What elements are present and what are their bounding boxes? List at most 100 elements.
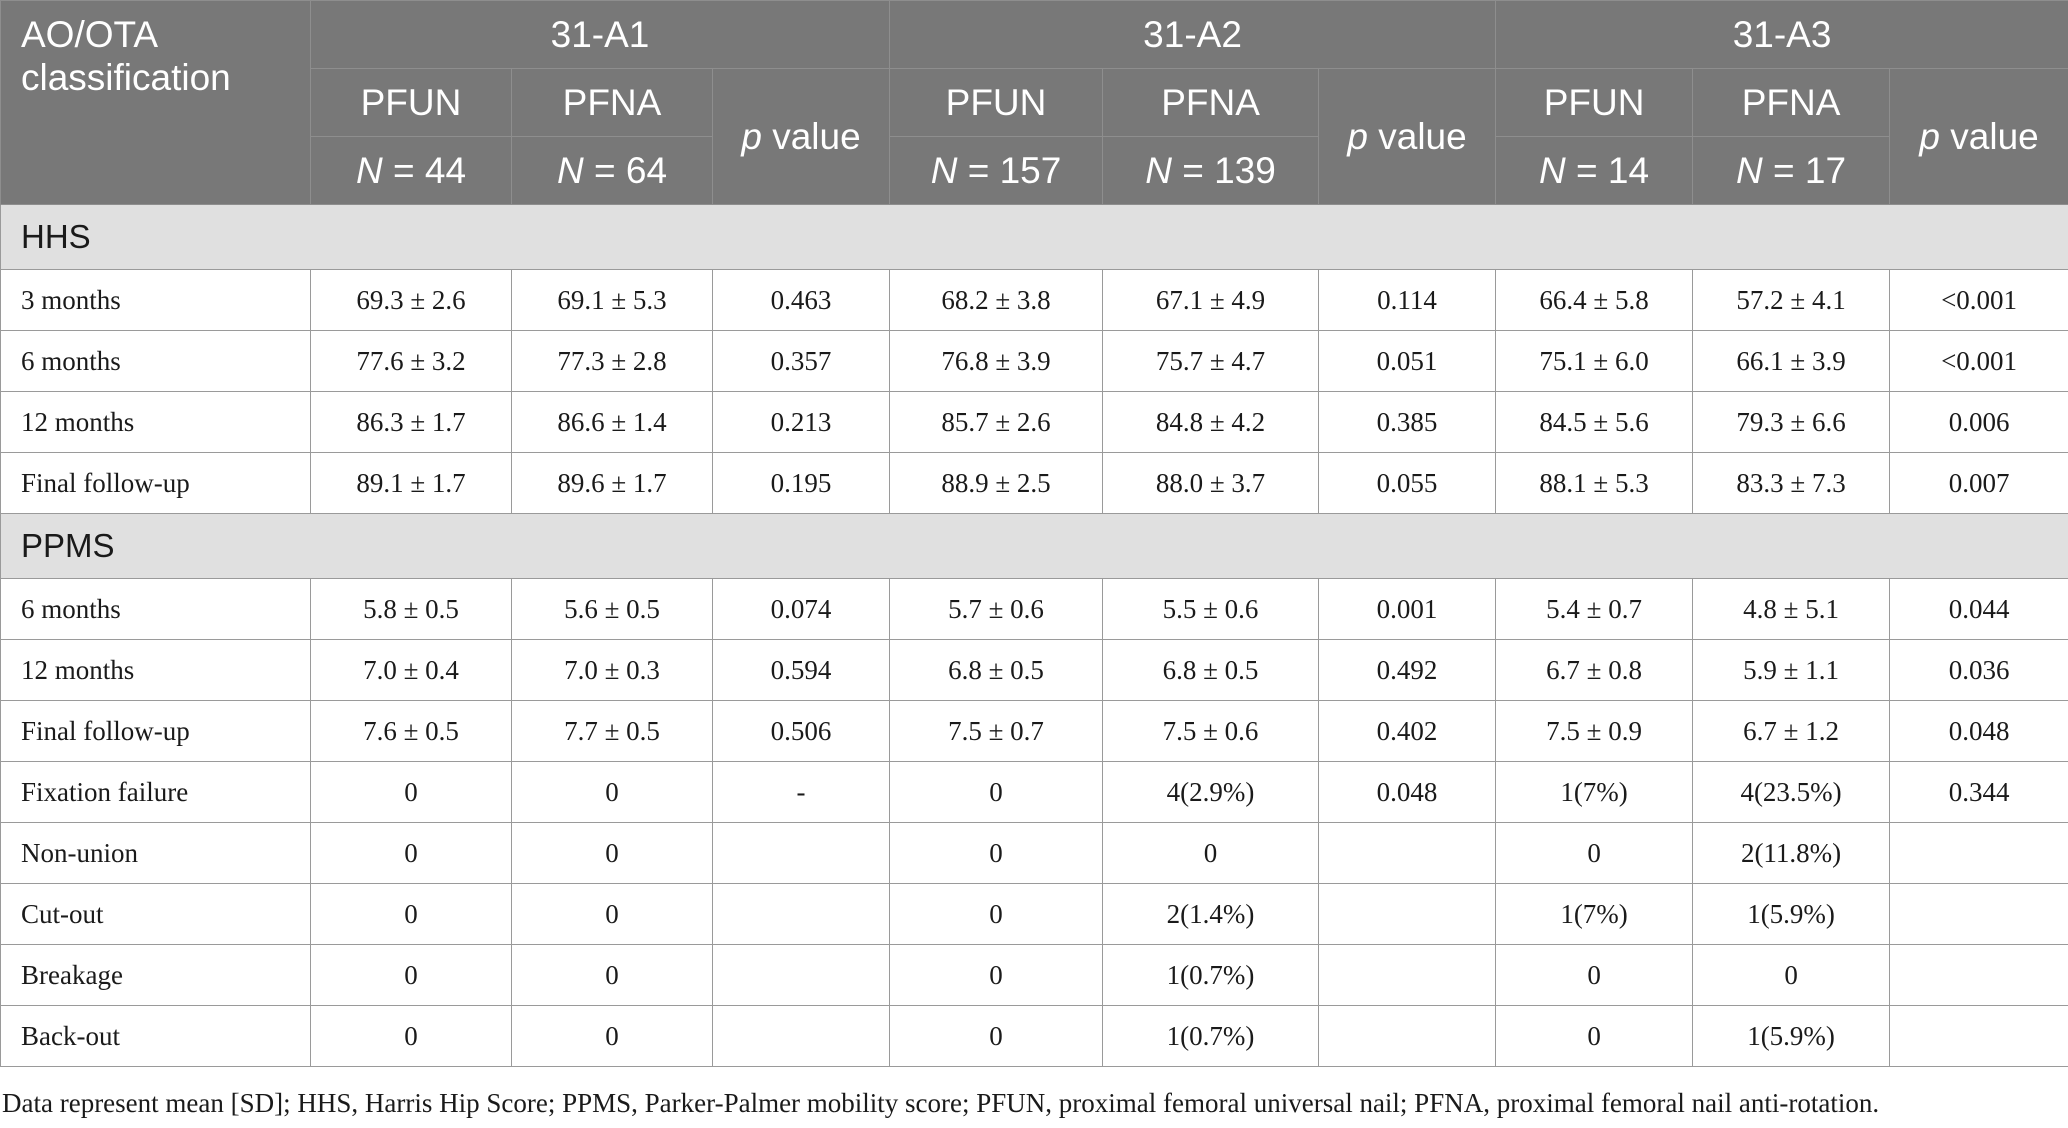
table-cell: <0.001: [1889, 269, 2068, 331]
table-cell: 6.8 ± 0.5: [1102, 639, 1320, 701]
table-cell: 1(5.9%): [1692, 883, 1891, 945]
group-header-a1: 31-A1: [309, 0, 891, 69]
table-cell: 0: [310, 822, 512, 884]
sample-size-a2-pfna: N = 139: [1102, 136, 1320, 205]
table-cell: 67.1 ± 4.9: [1102, 269, 1320, 331]
table-cell: 7.0 ± 0.4: [310, 639, 512, 701]
table-cell: 0: [889, 883, 1104, 945]
table-cell: 7.6 ± 0.5: [310, 700, 512, 762]
table-cell: -: [711, 761, 891, 823]
table-cell: 0: [1495, 944, 1694, 1006]
table-body: HHS 3 months 69.3 ± 2.6 69.1 ± 5.3 0.463 68.2…: [0, 204, 2068, 1067]
table-cell: [1318, 883, 1497, 945]
header-row-columns: PFUN PFNA p value PFUN PFNA p value PFUN…: [1, 68, 2068, 205]
table-cell: 0: [310, 761, 512, 823]
table-cell: [711, 1005, 891, 1067]
row-label: 12 months: [0, 639, 311, 701]
table-cell: 89.1 ± 1.7: [310, 452, 512, 514]
table-row: Final follow-up 7.6 ± 0.5 7.7 ± 0.5 0.506 7.…: [0, 700, 2068, 762]
p-symbol: p: [1919, 115, 1940, 157]
table-cell: 0.463: [711, 269, 891, 331]
table-cell: 1(7%): [1495, 761, 1694, 823]
table-row: Cut-out 0 0 0 2(1.4%) 1(7%) 1(5.9%): [0, 883, 2068, 945]
table-cell: 7.0 ± 0.3: [511, 639, 713, 701]
section-row: PPMS: [0, 513, 2068, 579]
col-header-pfun: PFUN: [889, 68, 1104, 137]
table-cell: 5.4 ± 0.7: [1495, 578, 1694, 640]
table-cell: 88.0 ± 3.7: [1102, 452, 1320, 514]
table-cell: 83.3 ± 7.3: [1692, 452, 1891, 514]
table-row: Non-union 0 0 0 0 0 2(11.8%): [0, 822, 2068, 884]
table-header: AO/OTA classification 31-A1 31-A2 31-A3 …: [0, 0, 2068, 205]
table-cell: 0: [1692, 944, 1891, 1006]
table-cell: 77.3 ± 2.8: [511, 330, 713, 392]
table-cell: 88.9 ± 2.5: [889, 452, 1104, 514]
table-row: 12 months 7.0 ± 0.4 7.0 ± 0.3 0.594 6.8 ± 0.…: [0, 639, 2068, 701]
row-label: 6 months: [0, 330, 311, 392]
n-symbol: N: [1539, 149, 1566, 191]
p-symbol: p: [741, 115, 762, 157]
section-title: HHS: [0, 204, 2068, 270]
table-cell: 0: [889, 761, 1104, 823]
p-value-text: value: [1940, 115, 2039, 157]
p-symbol: p: [1347, 115, 1368, 157]
table-cell: <0.001: [1889, 330, 2068, 392]
table-cell: 68.2 ± 3.8: [889, 269, 1104, 331]
table-cell: 7.5 ± 0.7: [889, 700, 1104, 762]
table-cell: 1(7%): [1495, 883, 1694, 945]
table-cell: 5.8 ± 0.5: [310, 578, 512, 640]
group-header-a2: 31-A2: [889, 0, 1497, 69]
table-cell: 86.6 ± 1.4: [511, 391, 713, 453]
col-header-pfun: PFUN: [1495, 68, 1694, 137]
n-value: = 139: [1182, 149, 1276, 191]
n-symbol: N: [930, 149, 958, 191]
table-cell: 4(23.5%): [1692, 761, 1891, 823]
table-cell: [1889, 822, 2068, 884]
table-cell: [1318, 822, 1497, 884]
n-value: = 17: [1773, 149, 1847, 191]
table-cell: [1889, 1005, 2068, 1067]
table-cell: 0.402: [1318, 700, 1497, 762]
table-cell: 5.5 ± 0.6: [1102, 578, 1320, 640]
table-cell: 57.2 ± 4.1: [1692, 269, 1891, 331]
table-cell: 4(2.9%): [1102, 761, 1320, 823]
table-cell: 0.213: [711, 391, 891, 453]
table-row: Back-out 0 0 0 1(0.7%) 0 1(5.9%): [0, 1005, 2068, 1067]
table-cell: 7.7 ± 0.5: [511, 700, 713, 762]
table-cell: 7.5 ± 0.9: [1495, 700, 1694, 762]
table-row: 6 months 77.6 ± 3.2 77.3 ± 2.8 0.357 76.8 ± …: [0, 330, 2068, 392]
table-cell: 0: [1495, 1005, 1694, 1067]
table-cell: 6.7 ± 1.2: [1692, 700, 1891, 762]
table-footnote: Data represent mean [SD]; HHS, Harris Hi…: [2, 1088, 1880, 1118]
n-symbol: N: [556, 149, 584, 191]
table-cell: 0.036: [1889, 639, 2068, 701]
table-cell: 5.9 ± 1.1: [1692, 639, 1891, 701]
row-label: Final follow-up: [0, 700, 311, 762]
section-title: PPMS: [0, 513, 2068, 579]
table-cell: 4.8 ± 5.1: [1692, 578, 1891, 640]
table-cell: 0: [310, 1005, 512, 1067]
table-cell: 75.1 ± 6.0: [1495, 330, 1694, 392]
table-cell: 0.357: [711, 330, 891, 392]
table-cell: [1318, 1005, 1497, 1067]
table-cell: 0: [511, 944, 713, 1006]
n-symbol: N: [1145, 149, 1172, 191]
col-header-pfun: PFUN: [310, 68, 512, 137]
table-cell: 1(5.9%): [1692, 1005, 1891, 1067]
table-cell: 69.1 ± 5.3: [511, 269, 713, 331]
table-cell: 5.7 ± 0.6: [889, 578, 1104, 640]
table-cell: 0.492: [1318, 639, 1497, 701]
n-symbol: N: [1736, 149, 1763, 191]
table-cell: 84.5 ± 5.6: [1495, 391, 1694, 453]
table-cell: 0: [511, 822, 713, 884]
table-cell: 0: [511, 883, 713, 945]
n-value: = 157: [967, 149, 1062, 191]
table-cell: [711, 944, 891, 1006]
table-cell: 2(11.8%): [1692, 822, 1891, 884]
table-cell: 7.5 ± 0.6: [1102, 700, 1320, 762]
table-cell: 0: [310, 883, 512, 945]
p-value-text: value: [1367, 115, 1467, 157]
col-header-pfna: PFNA: [511, 68, 713, 137]
table-cell: 0.114: [1318, 269, 1497, 331]
sample-size-a3-pfun: N = 14: [1495, 136, 1694, 205]
